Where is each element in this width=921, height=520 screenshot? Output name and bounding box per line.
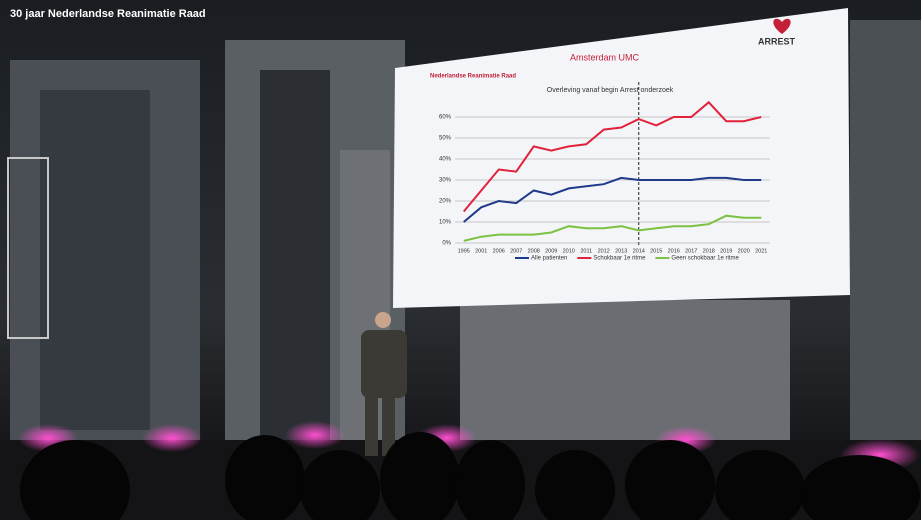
y-tick-label: 50% (439, 136, 452, 142)
stage-panel (40, 90, 150, 430)
page: Nederlandse Reanimatie Raad Amsterdam UM… (0, 0, 921, 520)
y-tick-label: 40% (439, 157, 452, 163)
x-tick-label: 2019 (720, 248, 732, 254)
stage-panel (260, 70, 330, 440)
x-tick-label: 2007 (510, 248, 522, 254)
x-tick-label: 2020 (738, 248, 750, 254)
stage-panel (850, 20, 921, 440)
legend-label: Alle patienten (531, 256, 567, 262)
y-tick-label: 60% (439, 115, 452, 121)
chart-title: Overleving vanaf begin Arrest onderzoek (547, 87, 674, 94)
x-tick-label: 2013 (615, 248, 627, 254)
logo: Nederlandse Reanimatie Raad (430, 74, 516, 80)
x-tick-label: 2001 (475, 248, 487, 254)
x-tick-label: 2009 (545, 248, 557, 254)
y-tick-label: 30% (439, 178, 452, 184)
x-tick-label: 2014 (633, 248, 645, 254)
x-tick-label: 2008 (528, 248, 540, 254)
stage-panel (460, 300, 790, 450)
legend-label: Schokbaar 1e ritme (593, 256, 646, 262)
x-tick-label: 2010 (563, 248, 575, 254)
logo: ARREST (758, 36, 796, 46)
overlay-title: 30 jaar Nederlandse Reanimatie Raad (10, 8, 206, 20)
x-tick-label: 2016 (668, 248, 680, 254)
x-tick-label: 2012 (598, 248, 610, 254)
scene: Nederlandse Reanimatie Raad Amsterdam UM… (0, 0, 921, 520)
y-tick-label: 20% (439, 199, 452, 205)
x-tick-label: 2015 (650, 248, 662, 254)
stage-light (285, 421, 345, 449)
legend-label: Geen schokbaar 1e ritme (671, 256, 739, 262)
x-tick-label: 2018 (703, 248, 715, 254)
y-tick-label: 0% (442, 241, 451, 247)
y-tick-label: 10% (439, 220, 452, 226)
x-tick-label: 1995 (458, 248, 470, 254)
x-tick-label: 2021 (755, 248, 767, 254)
stage-light (142, 424, 202, 452)
x-tick-label: 2011 (580, 248, 592, 254)
x-tick-label: 2006 (493, 248, 505, 254)
logo: Amsterdam UMC (570, 52, 640, 62)
x-tick-label: 2017 (685, 248, 697, 254)
